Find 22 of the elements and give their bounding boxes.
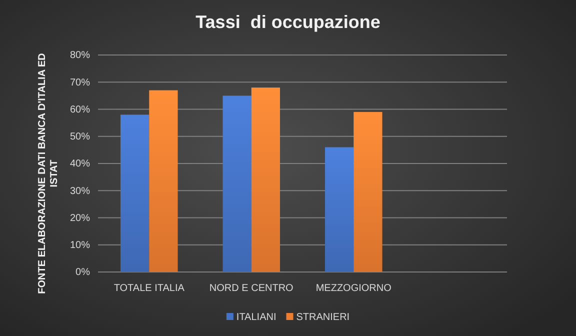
y-tick-label: 70% [70, 77, 90, 88]
y-axis-title: FONTE ELABORAZIONE DATI BANCA D'ITALIA ED ISTAT [37, 53, 60, 294]
legend-label: ITALIANI [236, 312, 276, 323]
y-tick-label: 80% [70, 50, 90, 62]
chart-title: Tassi di occupazione [196, 12, 380, 32]
y-tick-label: 20% [70, 212, 90, 224]
x-tick-label: TOTALE ITALIA [114, 283, 185, 294]
y-tick-label: 60% [70, 104, 90, 116]
legend-label: STRANIERI [296, 312, 350, 323]
x-tick-label: MEZZOGIORNO [316, 283, 392, 294]
bar [251, 88, 280, 272]
bar [222, 96, 252, 272]
y-tick-label: 30% [70, 186, 90, 197]
bar [324, 147, 354, 272]
x-tick-label: NORD E CENTRO [209, 283, 294, 294]
y-tick-label: 40% [70, 158, 90, 170]
y-tick-label: 0% [76, 267, 90, 278]
bar [149, 90, 178, 272]
bar [354, 112, 382, 272]
y-tick-label: 10% [70, 240, 90, 252]
y-tick-label: 50% [70, 132, 90, 143]
bar [120, 114, 150, 272]
